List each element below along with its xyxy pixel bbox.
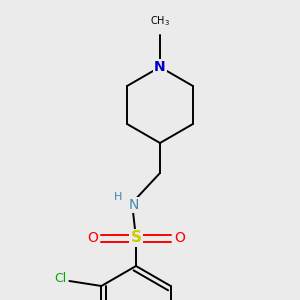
- Text: N: N: [154, 60, 166, 74]
- Text: Cl: Cl: [54, 272, 66, 284]
- Text: H: H: [114, 192, 122, 202]
- Text: O: O: [174, 231, 185, 245]
- Text: O: O: [87, 231, 98, 245]
- Text: N: N: [129, 198, 139, 212]
- Text: CH$_3$: CH$_3$: [150, 14, 170, 28]
- Text: S: S: [130, 230, 142, 245]
